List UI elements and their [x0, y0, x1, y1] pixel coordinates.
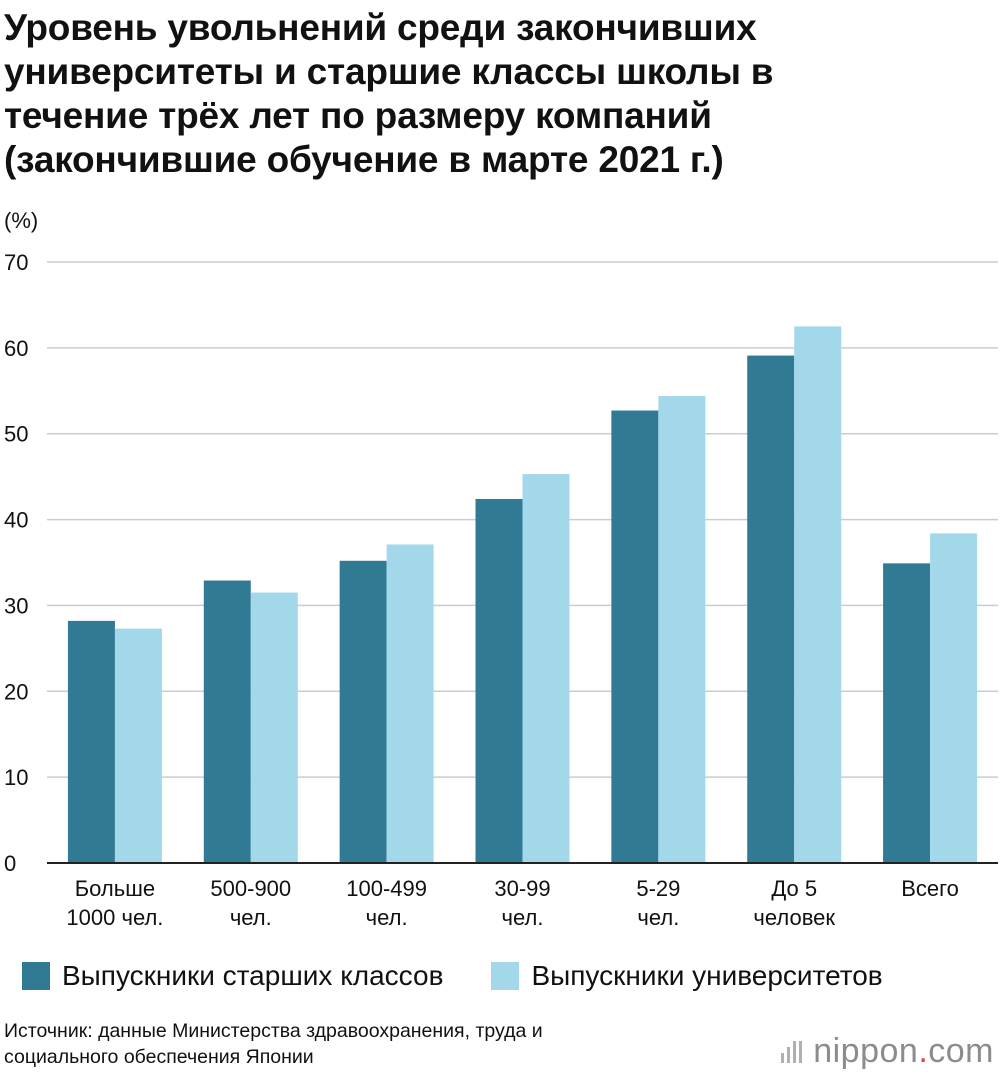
x-tick-label: 5-29 — [636, 876, 680, 901]
chart-title-line-3: течение трёх лет по размеру компаний — [4, 95, 712, 136]
bar-chart: (%) 0 10 20 30 40 50 60 70 Больше 1000 чел. 500-900… — [4, 208, 998, 930]
x-tick-label: чел. — [502, 905, 544, 930]
y-tick-label: 60 — [4, 336, 28, 361]
x-tick-label: чел. — [637, 905, 679, 930]
bar-high-school — [339, 560, 387, 863]
y-tick-label: 0 — [4, 851, 16, 876]
y-tick-label: 70 — [4, 250, 28, 275]
logo-dot: . — [918, 1031, 929, 1070]
source-line-2: социального обеспечения Японии — [4, 1046, 314, 1068]
x-tick-label: Всего — [901, 876, 959, 901]
y-tick-label: 10 — [4, 765, 28, 790]
bar-university — [522, 474, 570, 863]
bar-university — [658, 395, 706, 863]
y-tick-label: 20 — [4, 679, 28, 704]
x-tick-label: 100-499 — [346, 876, 427, 901]
x-tick-label: чел. — [366, 905, 408, 930]
x-tick-label: человек — [753, 905, 835, 930]
y-tick-label: 30 — [4, 593, 28, 618]
chart-title: Уровень увольнений среди закончивших уни… — [4, 6, 994, 182]
legend-item-high-school: Выпускники старших классов — [22, 960, 443, 992]
legend-swatch-high-school — [22, 962, 50, 990]
bar-high-school — [747, 355, 795, 863]
y-tick-label: 40 — [4, 508, 28, 533]
x-tick-label: чел. — [230, 905, 272, 930]
logo-suffix: com — [928, 1031, 994, 1070]
y-axis-unit-label: (%) — [4, 208, 38, 233]
bar-university — [386, 544, 434, 863]
chart-legend: Выпускники старших классов Выпускники ун… — [22, 956, 931, 996]
legend-label-high-school: Выпускники старших классов — [62, 960, 444, 991]
chart-title-line-4: (закончившие обучение в марте 2021 г.) — [4, 139, 724, 180]
legend-swatch-university — [491, 962, 520, 990]
source-note: Источник: данные Министерства здравоохра… — [4, 1018, 543, 1070]
bar-high-school — [67, 620, 115, 863]
bar-university — [794, 326, 842, 864]
bar-university — [930, 533, 978, 863]
nippon-logo[interactable]: nippon. com — [781, 1031, 994, 1070]
logo-bars-icon — [781, 1039, 805, 1063]
bar-university — [250, 592, 298, 863]
bar-high-school — [611, 410, 659, 863]
chart-title-line-1: Уровень увольнений среди закончивших — [4, 7, 757, 48]
bar-high-school — [203, 580, 251, 863]
x-tick-label: Больше — [75, 876, 155, 901]
source-line-1: Источник: данные Министерства здравоохра… — [4, 1020, 543, 1042]
logo-name: nippon — [813, 1031, 919, 1070]
x-tick-label: 1000 чел. — [66, 905, 163, 930]
y-tick-label: 50 — [4, 422, 28, 447]
x-tick-label: 30-99 — [494, 876, 550, 901]
bar-university — [114, 628, 162, 863]
bar-high-school — [475, 498, 523, 863]
legend-item-university: Выпускники университетов — [491, 960, 883, 992]
legend-label-university: Выпускники университетов — [531, 960, 883, 991]
chart-title-line-2: университеты и старшие классы школы в — [4, 51, 774, 92]
x-tick-label: 500-900 — [210, 876, 291, 901]
x-tick-label: До 5 — [771, 876, 817, 901]
bar-high-school — [883, 563, 931, 863]
